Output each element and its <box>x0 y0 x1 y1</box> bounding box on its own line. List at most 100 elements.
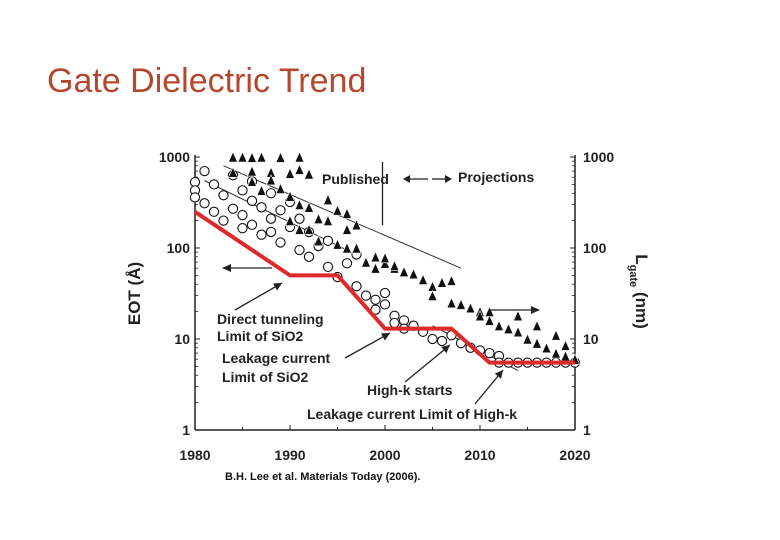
data-point-triangle <box>532 319 542 332</box>
data-point-triangle <box>513 326 523 338</box>
x-tick-label: 2000 <box>369 447 400 463</box>
data-point-triangle <box>228 151 238 163</box>
data-point-circle <box>484 347 495 359</box>
data-point-circle <box>256 202 267 213</box>
data-point-circle <box>256 229 267 240</box>
data-point-circle <box>275 237 286 248</box>
annotation-highk-starts: High-k starts <box>367 382 453 398</box>
y2-axis-label: Lgate (nm) <box>627 254 651 329</box>
data-point-triangle <box>237 151 248 163</box>
data-point-triangle <box>332 238 343 250</box>
arrow-highk-starts <box>404 344 451 383</box>
annotation-leakage-sio2-2: Limit of SiO2 <box>222 369 309 385</box>
data-point-triangle <box>370 262 381 274</box>
data-point-triangle <box>247 175 257 187</box>
x-tick-label: 1980 <box>179 447 210 463</box>
data-point-circle <box>360 290 372 301</box>
data-point-circle <box>275 205 286 216</box>
data-point-circle <box>237 223 248 234</box>
data-point-triangle <box>351 219 362 231</box>
sio2-highk-limit-line <box>193 210 575 365</box>
trend-line <box>223 165 462 269</box>
data-point-triangle <box>304 168 314 180</box>
y-tick-label: 1000 <box>159 149 190 165</box>
data-point-circle <box>265 188 277 199</box>
data-point-triangle <box>503 322 514 334</box>
data-point-triangle <box>361 256 371 268</box>
data-point-triangle <box>551 329 561 341</box>
data-point-circle <box>322 235 334 246</box>
y2-tick-label: 1000 <box>583 149 614 165</box>
left-axis-arrowhead <box>222 264 231 272</box>
data-point-triangle <box>399 265 409 277</box>
trend-line <box>204 180 348 251</box>
data-point-triangle <box>294 163 305 175</box>
data-point-circle <box>246 195 258 206</box>
annotation-direct-tunneling-2: Limit of SiO2 <box>217 328 304 344</box>
arrowhead-left <box>403 175 410 183</box>
data-point-circle <box>208 206 220 217</box>
data-point-triangle <box>351 242 362 254</box>
data-point-triangle <box>285 214 295 226</box>
data-point-circle <box>303 251 315 262</box>
data-point-triangle <box>285 167 295 179</box>
annotation-leakage-highk: Leakage current Limit of High-k <box>307 406 517 422</box>
data-point-triangle <box>275 151 286 163</box>
data-point-circle <box>322 261 334 273</box>
data-point-triangle <box>389 259 400 271</box>
y2-tick-label: 10 <box>583 331 599 347</box>
data-point-triangle <box>541 342 552 354</box>
data-point-circle <box>199 165 210 177</box>
arrow-highk-starts-head <box>441 345 450 354</box>
data-point-triangle <box>380 257 390 269</box>
y-tick-label: 1 <box>182 422 190 438</box>
data-point-circle <box>294 213 305 224</box>
data-point-triangle <box>323 193 333 205</box>
x-tick-label: 2020 <box>559 447 590 463</box>
data-point-triangle <box>475 310 485 322</box>
data-point-triangle <box>342 242 352 254</box>
data-point-circle <box>246 219 258 230</box>
data-point-circle <box>370 294 381 305</box>
data-point-circle <box>189 192 201 203</box>
y2-axis-label-main: L <box>632 254 651 264</box>
y-tick-label: 10 <box>174 331 190 347</box>
y2-tick-label: 100 <box>583 240 607 256</box>
x-tick-label: 2010 <box>464 447 495 463</box>
data-point-circle <box>199 198 210 209</box>
data-point-triangle <box>446 297 457 309</box>
data-point-circle <box>427 333 438 345</box>
data-point-triangle <box>437 276 447 288</box>
data-point-circle <box>265 226 277 238</box>
data-point-triangle <box>275 182 286 194</box>
y2-axis-label-sub: gate <box>627 265 639 288</box>
data-point-triangle <box>522 333 533 345</box>
data-point-triangle <box>551 347 561 359</box>
y2-axis-label-unit: (nm) <box>632 287 651 329</box>
data-point-triangle <box>484 314 495 326</box>
data-point-triangle <box>446 274 457 286</box>
slide-title: Gate Dielectric Trend <box>47 62 367 100</box>
data-point-circle <box>341 258 353 269</box>
data-point-triangle <box>332 204 343 216</box>
data-point-triangle <box>513 310 523 322</box>
data-point-triangle <box>370 251 381 263</box>
citation: B.H. Lee et al. Materials Today (2006). <box>225 471 420 483</box>
data-point-triangle <box>294 151 305 163</box>
data-point-triangle <box>456 298 466 310</box>
data-point-circle <box>436 335 448 347</box>
x-tick-label: 1990 <box>274 447 305 463</box>
y-tick-label: 100 <box>167 240 191 256</box>
data-point-circle <box>370 304 381 315</box>
data-point-triangle <box>380 252 390 264</box>
data-point-triangle <box>294 223 305 235</box>
data-point-triangle <box>560 350 571 362</box>
data-point-circle <box>389 317 400 329</box>
data-point-triangle <box>465 302 476 314</box>
data-point-circle <box>208 179 220 190</box>
data-point-triangle <box>228 166 238 178</box>
data-point-triangle <box>342 207 352 219</box>
data-point-triangle <box>304 201 314 213</box>
data-point-circle <box>227 203 239 214</box>
